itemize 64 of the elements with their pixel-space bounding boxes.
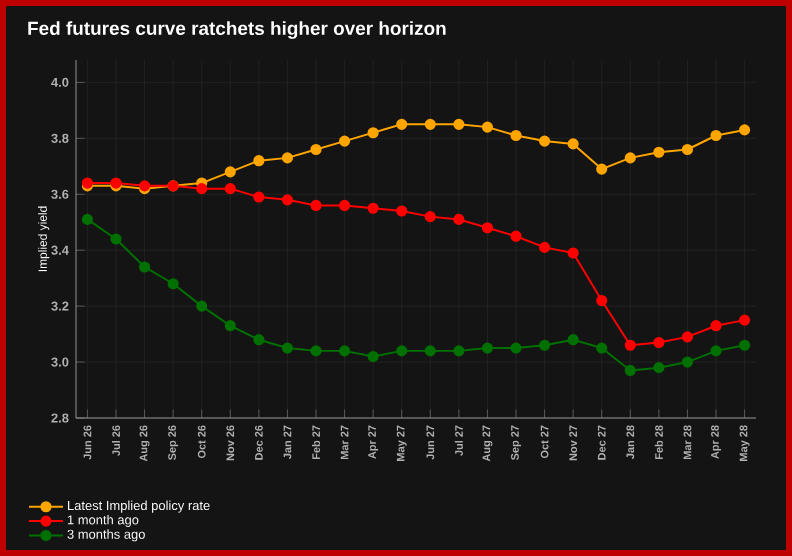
point [481, 121, 494, 133]
point [567, 247, 579, 259]
point [538, 339, 551, 351]
point [367, 202, 379, 214]
point [453, 345, 465, 357]
point [253, 191, 265, 203]
point [396, 118, 408, 130]
point [596, 163, 608, 175]
point [367, 350, 379, 363]
point [224, 320, 236, 332]
point [310, 345, 322, 357]
point [681, 356, 694, 368]
point [624, 152, 636, 164]
point [167, 278, 179, 290]
point [710, 345, 722, 357]
point [596, 342, 608, 354]
point [281, 152, 294, 164]
point [481, 342, 494, 354]
point [253, 155, 265, 167]
point [110, 233, 122, 245]
point [624, 339, 636, 351]
point [596, 294, 608, 307]
point [196, 300, 208, 312]
point [81, 213, 94, 225]
point [653, 146, 665, 158]
point [739, 339, 751, 351]
point [224, 183, 236, 195]
point [567, 138, 579, 150]
point [653, 336, 665, 349]
point [196, 183, 208, 195]
point [510, 129, 522, 142]
point [710, 320, 722, 332]
point [224, 166, 236, 178]
point [510, 342, 522, 354]
point [567, 334, 579, 346]
point [481, 222, 494, 234]
point [453, 118, 465, 130]
point [681, 143, 694, 156]
point [281, 342, 294, 354]
point [453, 213, 465, 225]
point [310, 143, 322, 156]
point [281, 194, 294, 206]
point [739, 314, 751, 326]
point [253, 334, 265, 346]
point [653, 362, 665, 374]
point [510, 230, 522, 242]
point [710, 129, 722, 142]
point [424, 118, 436, 130]
point [396, 345, 408, 357]
point [538, 135, 551, 147]
point [338, 345, 351, 357]
point [681, 331, 694, 343]
point [338, 199, 351, 212]
point [367, 127, 379, 139]
point [739, 124, 751, 136]
point [424, 345, 436, 357]
point [338, 135, 351, 147]
point [424, 211, 436, 223]
point [138, 261, 151, 273]
point [624, 364, 636, 377]
point [310, 199, 322, 212]
point [538, 241, 551, 253]
chart-title: Fed futures curve ratchets higher over horizon [28, 21, 446, 39]
point [396, 205, 408, 217]
